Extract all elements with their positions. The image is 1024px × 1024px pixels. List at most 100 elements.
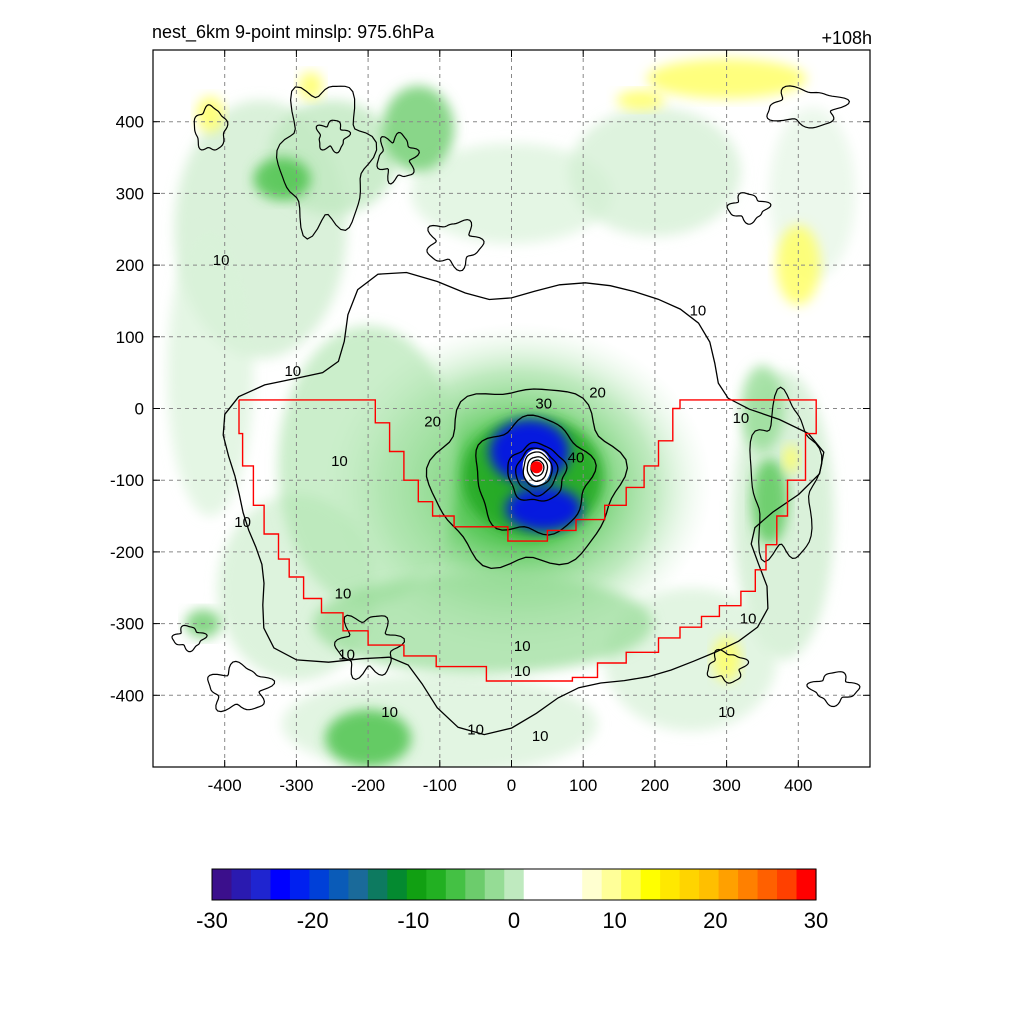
contour-10-island <box>207 660 276 713</box>
colorbar-swatch <box>718 869 739 900</box>
contour-label: 10 <box>213 252 230 269</box>
boundary-line <box>238 399 817 682</box>
colorbar-swatch <box>504 869 525 900</box>
x-tick-label: 0 <box>507 776 516 795</box>
contour-10-island <box>766 85 851 129</box>
contour-label: 10 <box>331 453 348 470</box>
colorbar-swatch <box>601 869 622 900</box>
colorbar-tick-label: -30 <box>196 908 228 933</box>
colorbar-frame <box>211 868 817 901</box>
contour-10-island <box>376 131 420 185</box>
x-tick-label: 200 <box>641 776 669 795</box>
contour-label: 10 <box>690 302 707 319</box>
contour-label: 10 <box>381 704 398 721</box>
contour-inner <box>515 447 559 497</box>
contour-10-island <box>193 104 229 151</box>
colorbar-swatch <box>250 869 272 900</box>
colorbar-swatch <box>738 869 759 900</box>
x-tick-label: 400 <box>784 776 812 795</box>
colorbar-swatch <box>212 869 233 900</box>
colorbar-swatch <box>640 869 661 900</box>
y-tick-label: 100 <box>116 328 144 347</box>
contour-inner <box>526 456 549 482</box>
forecast-hour: +108h <box>821 28 872 48</box>
y-tick-label: 200 <box>116 256 144 275</box>
contour-10-island <box>275 85 378 240</box>
x-tick-label: -300 <box>279 776 313 795</box>
colorbar-swatch <box>699 869 720 900</box>
contour-label: 40 <box>568 449 585 466</box>
boundary-outline <box>238 399 817 682</box>
contour-10-island <box>706 648 750 684</box>
contour-20 <box>425 388 629 570</box>
y-tick-label: -300 <box>110 615 144 634</box>
colorbar-swatch <box>679 869 700 900</box>
colorbar-swatch <box>328 869 349 900</box>
colorbar-tick-label: 0 <box>508 908 520 933</box>
colorbar-swatch <box>582 869 603 900</box>
contour-label: 10 <box>740 611 757 628</box>
y-tick-label: -100 <box>110 471 144 490</box>
y-tick-label: 300 <box>116 184 144 203</box>
x-tick-label: 300 <box>712 776 740 795</box>
colorbar-swatch <box>367 869 388 900</box>
colorbar-swatch <box>289 869 311 900</box>
contour-inner <box>507 441 568 502</box>
colorbar-swatch <box>309 869 330 900</box>
colorbar-swatch <box>270 869 291 900</box>
contour-lines: 10 10 10 10 10 10 10 10 10 10 10 10 10 10 10 20 20 30 40 <box>171 85 861 745</box>
x-tick-label: -200 <box>351 776 385 795</box>
contour-10-island <box>171 624 208 653</box>
contour-label: 10 <box>532 728 549 745</box>
contour-label: 10 <box>335 586 352 603</box>
colorbar-swatch <box>543 869 564 900</box>
contour-label: 10 <box>338 646 355 663</box>
y-tick-label: 400 <box>116 113 144 132</box>
y-tick-label: 0 <box>135 400 144 419</box>
colorbar-swatch <box>231 869 252 900</box>
contour-30 <box>475 414 597 536</box>
colorbar-swatch <box>777 869 798 900</box>
contour-label: 10 <box>514 638 531 655</box>
colorbar-swatch <box>426 869 447 900</box>
colorbar-swatch <box>406 869 427 900</box>
contour-10-island <box>806 671 861 708</box>
contour-10-island <box>749 386 823 563</box>
contour-10-island <box>426 218 485 272</box>
x-tick-label: 100 <box>569 776 597 795</box>
contour-label: 10 <box>514 663 531 680</box>
contour-10-island <box>333 614 406 681</box>
colorbar-tick-label: -20 <box>297 908 329 933</box>
colorbar-tick-label: 10 <box>602 908 626 933</box>
contour-label: 20 <box>424 413 441 430</box>
colorbar-swatch <box>757 869 778 900</box>
colorbar-swatch <box>484 869 505 900</box>
contour-10 <box>222 271 825 736</box>
contour-label: 10 <box>234 514 251 531</box>
contour-10-island <box>315 119 352 154</box>
colorbar: -30 -20 -10 0 10 20 30 <box>196 868 828 933</box>
contour-label: 10 <box>467 722 484 739</box>
contour-label: 30 <box>535 396 552 413</box>
y-tick-label: -200 <box>110 543 144 562</box>
storm-center-marker <box>530 461 543 474</box>
colorbar-swatch <box>523 869 544 900</box>
colorbar-tick-label: -10 <box>397 908 429 933</box>
contour-label: 10 <box>284 363 301 380</box>
colorbar-tick-label: 20 <box>703 908 727 933</box>
x-tick-label: -100 <box>423 776 457 795</box>
colorbar-swatch <box>660 869 681 900</box>
colorbar-tick-label: 30 <box>804 908 828 933</box>
contour-10-island <box>726 192 772 225</box>
center-dot <box>530 461 543 474</box>
colorbar-swatch <box>445 869 466 900</box>
colorbar-swatch <box>465 869 486 900</box>
contour-label: 10 <box>733 410 750 427</box>
chart-title: nest_6km 9-point minslp: 975.6hPa <box>152 22 435 42</box>
x-tick-label: -400 <box>208 776 242 795</box>
contour-inner <box>522 451 553 488</box>
colorbar-swatch <box>796 869 817 900</box>
y-tick-label: -400 <box>110 686 144 705</box>
colorbar-swatch <box>387 869 408 900</box>
